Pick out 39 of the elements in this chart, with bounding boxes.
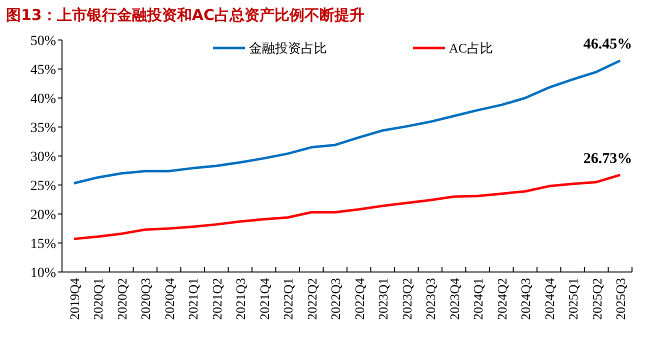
x-tick-label: 2022Q4 (352, 278, 367, 320)
y-tick-label: 45% (30, 62, 56, 78)
x-tick-label: 2021Q1 (186, 278, 201, 320)
x-tick-label: 2024Q3 (518, 278, 534, 320)
x-tick-label: 2022Q2 (304, 278, 320, 320)
x-tick-label: 2019Q4 (66, 278, 82, 320)
x-tick-label: 2020Q2 (114, 278, 130, 320)
data-label: 46.45% (583, 36, 632, 53)
x-tick-label: 2020Q3 (138, 278, 154, 320)
y-tick-label: 30% (30, 150, 56, 165)
y-tick-label: 15% (30, 236, 56, 252)
x-tick-label: 2025Q3 (613, 278, 628, 320)
y-tick-label: 40% (30, 92, 56, 107)
y-tick-label: 50% (30, 34, 56, 49)
y-tick-label: 10% (30, 266, 56, 281)
x-tick-label: 2021Q2 (209, 278, 224, 320)
x-tick-label: 2023Q1 (376, 278, 391, 320)
x-tick-label: 2023Q2 (399, 278, 414, 320)
legend-label: AC占比 (449, 40, 494, 56)
x-tick-label: 2020Q4 (162, 278, 177, 320)
x-tick-label: 2020Q1 (90, 278, 106, 320)
x-tick-label: 2023Q4 (446, 278, 462, 320)
x-tick-label: 2025Q1 (566, 278, 581, 320)
line-series (72, 174, 622, 240)
legend-label: 金融投资占比 (249, 40, 327, 56)
x-tick-label: 2022Q1 (280, 278, 296, 320)
x-tick-label: 2023Q3 (423, 278, 438, 320)
x-tick-label: 2024Q4 (542, 278, 557, 320)
x-tick-label: 2025Q2 (589, 278, 604, 320)
chart-title: 图13：上市银行金融投资和AC占总资产比例不断提升 (6, 6, 364, 24)
y-tick-label: 25% (30, 178, 56, 194)
data-label: 26.73% (583, 150, 632, 167)
x-tick-label: 2024Q2 (494, 278, 510, 320)
x-tick-label: 2021Q3 (233, 278, 248, 320)
x-tick-label: 2024Q1 (470, 278, 486, 320)
x-tick-label: 2022Q3 (328, 278, 344, 320)
x-tick-label: 2021Q4 (256, 278, 272, 320)
y-tick-label: 35% (30, 120, 56, 136)
y-tick-label: 20% (30, 208, 56, 223)
